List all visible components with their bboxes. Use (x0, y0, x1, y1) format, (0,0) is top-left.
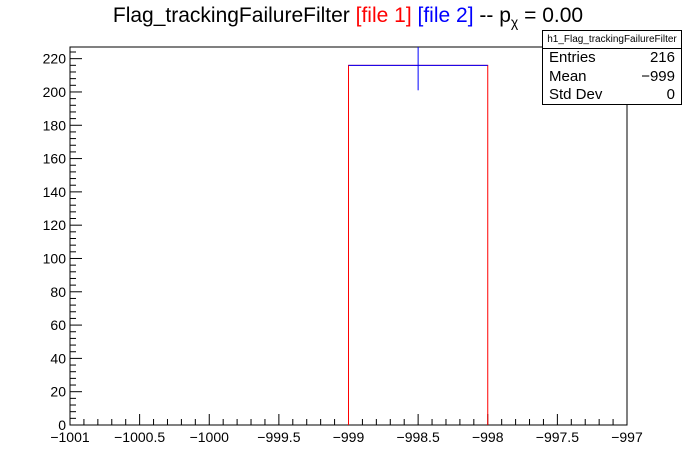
stats-box: h1_Flag_trackingFailureFilter Entries 21… (542, 30, 682, 105)
x-axis: −1001 −1000.5 −1000 −999.5 −999 −998.5 −998 −99… (50, 414, 643, 445)
title-main: Flag_trackingFailureFilter (112, 4, 350, 27)
stats-label: Entries (549, 49, 596, 66)
stats-box-title: h1_Flag_trackingFailureFilter (543, 31, 681, 49)
title-p: pχ (499, 4, 519, 30)
x-tick-label: −1000 (190, 429, 230, 445)
y-tick-label: 160 (43, 151, 67, 167)
stats-row-entries: Entries 216 (543, 49, 681, 68)
title-p-value: = 0.00 (524, 4, 584, 27)
series-layer (348, 47, 489, 425)
y-tick-label: 200 (43, 84, 67, 100)
series-file1-bin (348, 64, 489, 425)
title-separator: -- (479, 4, 494, 27)
x-tick-label: −997.5 (536, 429, 579, 445)
stats-label: Mean (549, 67, 587, 85)
x-tick-label: −998.5 (397, 429, 440, 445)
title-p-sub: χ (510, 14, 519, 30)
y-tick-label: 20 (50, 384, 66, 400)
title-file2: [file 2] (417, 4, 474, 27)
x-tick-label: −1001 (50, 429, 90, 445)
x-tick-label: −999.5 (257, 429, 300, 445)
x-tick-label: −999 (333, 429, 365, 445)
y-tick-label: 140 (43, 184, 67, 200)
stats-value: 0 (666, 86, 675, 103)
x-tick-label: −1000.5 (114, 429, 165, 445)
x-tick-label: −998 (472, 429, 504, 445)
y-tick-label: 120 (43, 217, 67, 233)
y-tick-label: 0 (58, 417, 66, 433)
stats-value: 216 (649, 49, 675, 66)
y-tick-label: 180 (43, 117, 67, 133)
stats-value: −999 (641, 67, 675, 85)
stats-label: Std Dev (549, 86, 603, 103)
y-tick-label: 40 (50, 350, 66, 366)
y-tick-label: 220 (43, 51, 67, 67)
y-tick-label: 100 (43, 250, 67, 266)
title-file1: [file 1] (355, 4, 412, 27)
y-axis: 0 20 40 60 80 100 120 140 160 180 200 220 (43, 51, 82, 433)
chart-title: Flag_trackingFailureFilter [file 1] [fil… (0, 4, 696, 30)
stats-row-stddev: Std Dev 0 (543, 86, 681, 105)
x-tick-label: −997 (611, 429, 643, 445)
y-tick-label: 80 (50, 284, 66, 300)
y-tick-label: 60 (50, 317, 66, 333)
stats-row-mean: Mean −999 (543, 68, 681, 87)
